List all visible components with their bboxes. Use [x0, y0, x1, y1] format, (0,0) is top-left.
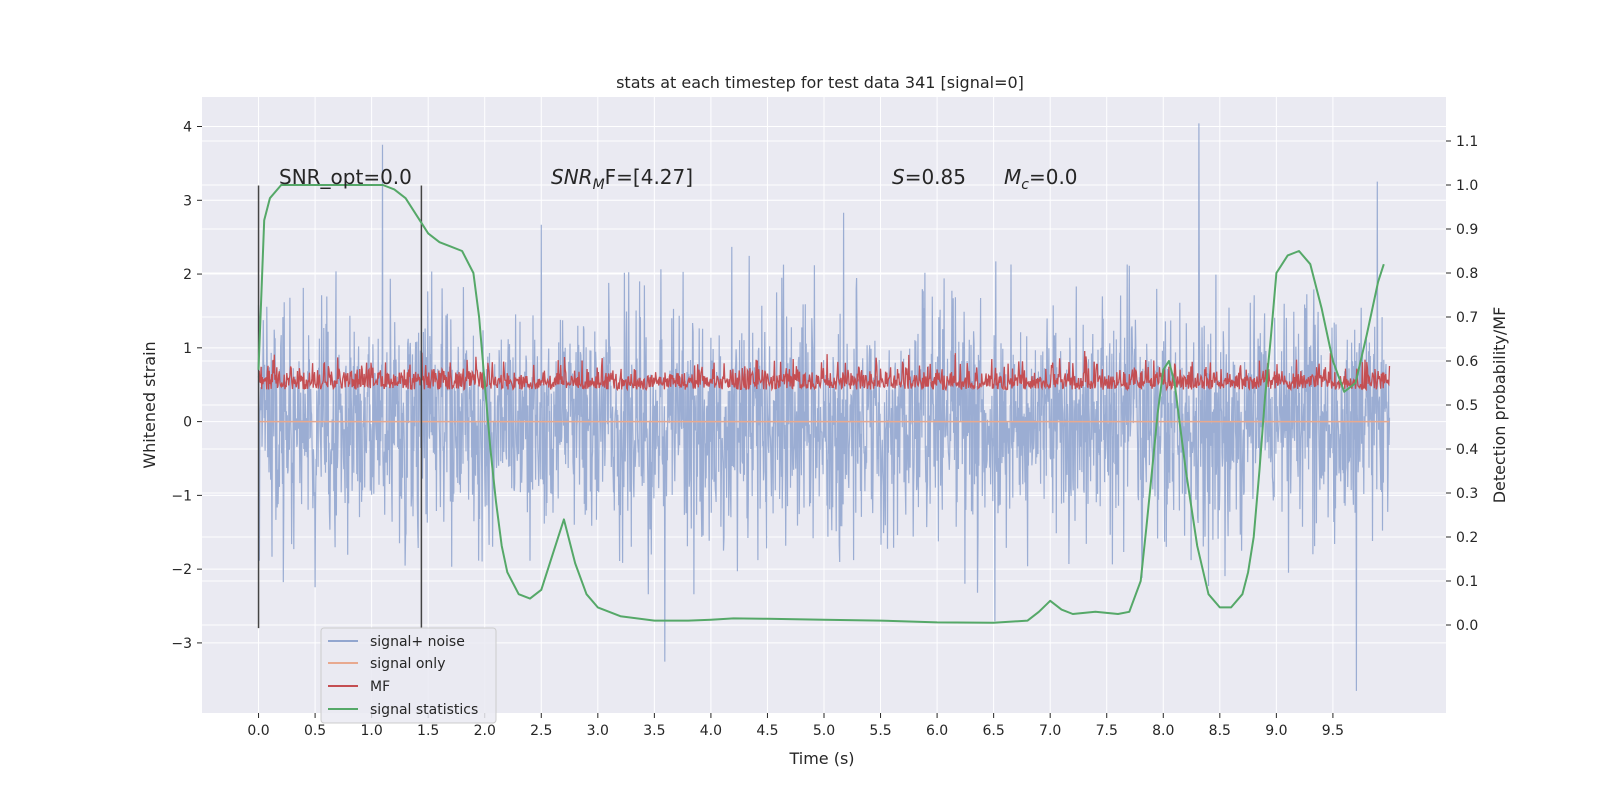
y-right-tick-label: 1.1	[1456, 134, 1478, 150]
y-axis-right-ticks: 0.0 0.1 0.2 0.3 0.4 0.5 0.6 0.7 0.8 0.9 1.0 1.1	[1446, 134, 1478, 634]
y-left-tick-label: 1	[183, 341, 192, 357]
x-tick-label: 6.0	[926, 723, 948, 739]
y-left-tick-label: 2	[183, 267, 192, 283]
y-axis-right-label: Detection probability/MF	[1490, 307, 1509, 504]
y-left-tick-label: −1	[171, 488, 192, 504]
x-tick-label: 0.5	[304, 723, 326, 739]
x-tick-label: 4.5	[756, 723, 778, 739]
y-right-tick-label: 0.3	[1456, 486, 1478, 502]
line-signal-statistics	[257, 184, 1385, 624]
y-right-tick-label: 0.7	[1456, 310, 1478, 326]
y-right-tick-label: 0.5	[1456, 398, 1478, 414]
series-signal-statistics	[257, 184, 1385, 624]
legend-label-signal-only: signal only	[370, 656, 445, 672]
vertical-markers	[257, 185, 423, 629]
y-right-tick-label: 0.9	[1456, 222, 1478, 238]
annotation-snr-opt: SNR_opt=0.0	[279, 165, 412, 189]
x-tick-label: 5.0	[813, 723, 835, 739]
x-tick-label: 8.0	[1152, 723, 1174, 739]
legend-label-signal-noise: signal+ noise	[370, 634, 465, 650]
x-tick-label: 3.0	[587, 723, 609, 739]
y-left-tick-label: −2	[171, 562, 192, 578]
y-left-tick-label: 4	[183, 120, 192, 136]
line-mf	[257, 350, 1391, 392]
legend-box	[320, 627, 497, 724]
series-mf	[257, 350, 1391, 392]
x-tick-label: 4.0	[700, 723, 722, 739]
x-tick-label: 2.5	[530, 723, 552, 739]
x-axis-ticks: 0.0 0.5 1.0 1.5 2.0 2.5 3.0 3.5 4.0 4.5 5.0 5.5 6.0 6…	[247, 713, 1344, 739]
y-axis-left-ticks: −3 −2 −1 0 1 2 3 4	[171, 120, 202, 652]
x-tick-label: 9.0	[1265, 723, 1287, 739]
y-right-tick-label: 0.2	[1456, 530, 1478, 546]
x-tick-label: 7.5	[1096, 723, 1118, 739]
x-tick-label: 8.5	[1209, 723, 1231, 739]
y-right-tick-label: 0.1	[1456, 574, 1478, 590]
y-right-tick-label: 0.4	[1456, 442, 1478, 458]
x-tick-label: 3.5	[643, 723, 665, 739]
annotation-s: S=0.85	[892, 165, 966, 189]
x-tick-label: 6.5	[983, 723, 1005, 739]
y-left-tick-label: 3	[183, 193, 192, 209]
x-tick-label: 7.0	[1039, 723, 1061, 739]
annotation-snr-mf: SNRMF=[4.27]	[551, 165, 693, 193]
y-right-tick-label: 0.8	[1456, 266, 1478, 282]
x-tick-label: 5.5	[869, 723, 891, 739]
y-axis-left-label: Whitened strain	[140, 341, 159, 468]
legend: signal+ noise signal only MF signal stat…	[320, 627, 497, 724]
y-left-tick-label: −3	[171, 636, 192, 652]
x-tick-label: 1.0	[361, 723, 383, 739]
x-tick-label: 9.5	[1322, 723, 1344, 739]
legend-label-mf: MF	[370, 679, 390, 695]
y-right-tick-label: 0.6	[1456, 354, 1478, 370]
legend-label-signal-statistics: signal statistics	[370, 702, 478, 718]
chart-title: stats at each timestep for test data 341…	[616, 73, 1024, 92]
annotation-mc: Mc=0.0	[1004, 165, 1078, 193]
x-axis-label: Time (s)	[788, 749, 854, 768]
x-tick-label: 2.0	[474, 723, 496, 739]
x-tick-label: 0.0	[247, 723, 269, 739]
x-tick-label: 1.5	[417, 723, 439, 739]
y-right-tick-label: 1.0	[1456, 178, 1478, 194]
y-left-tick-label: 0	[183, 415, 192, 431]
y-right-tick-label: 0.0	[1456, 618, 1478, 634]
